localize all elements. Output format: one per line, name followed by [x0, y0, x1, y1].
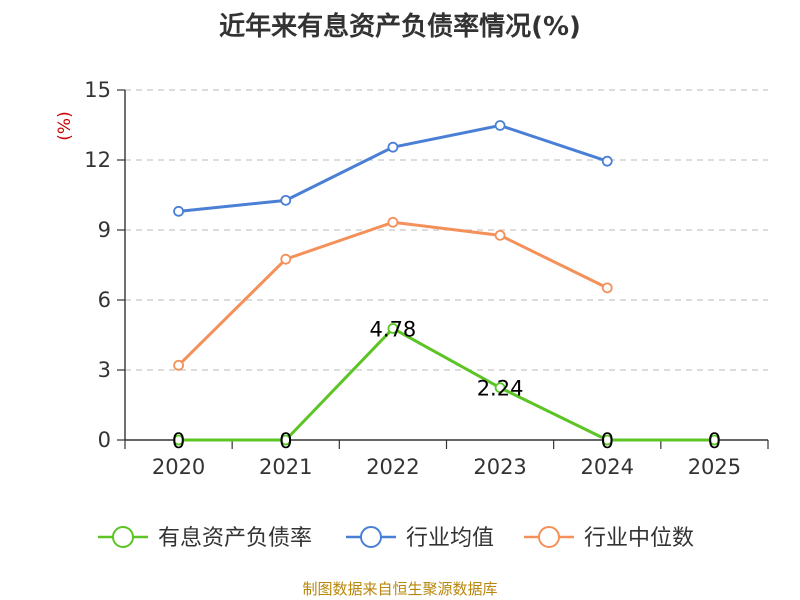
- y-tick-label: 3: [98, 358, 111, 382]
- x-tick-label: 2025: [688, 455, 741, 479]
- data-point: [387, 141, 399, 153]
- y-tick-label: 9: [98, 218, 111, 242]
- series-lines: [173, 120, 720, 446]
- legend-label: 有息资产负债率: [158, 526, 312, 551]
- axes: 0 3 6 9 12 15 (%) 2020 2021 2022 2023 2024 2025: [55, 78, 769, 479]
- legend-marker: [538, 526, 560, 548]
- x-tick-label: 2024: [581, 455, 634, 479]
- data-point: [173, 434, 184, 446]
- x-tick-label: 2022: [366, 455, 419, 479]
- data-point: [601, 434, 613, 446]
- data-point: [601, 282, 613, 294]
- data-point: [494, 229, 506, 241]
- data-point: [387, 216, 399, 228]
- data-point: [494, 382, 506, 394]
- y-tick-label: 15: [84, 78, 111, 102]
- y-tick-label: 12: [84, 148, 111, 172]
- data-label: 0: [601, 429, 614, 453]
- data-label: 4.78: [370, 317, 417, 341]
- legend-label: 行业均值: [406, 526, 494, 551]
- series-line-0: [178, 326, 715, 442]
- data-point: [280, 253, 292, 265]
- data-point: [280, 434, 292, 446]
- source-note: 制图数据来自恒生聚源数据库: [302, 580, 498, 598]
- y-tick-label: 6: [98, 288, 111, 312]
- data-point: [173, 359, 184, 371]
- x-tick-label: 2023: [473, 455, 526, 479]
- data-point: [387, 323, 399, 334]
- data-point: [601, 155, 613, 167]
- data-point: [494, 120, 506, 131]
- data-label: 0: [708, 429, 721, 453]
- legend-marker: [360, 526, 382, 548]
- data-point: [280, 194, 292, 206]
- legend-marker: [112, 526, 134, 548]
- y-axis-unit: (%): [55, 111, 75, 140]
- chart-title: 近年来有息资产负债率情况(%): [219, 12, 581, 42]
- legend: 有息资产负债率 行业均值 行业中位数: [98, 526, 694, 551]
- data-labels: 0 0 4.78 2.24 0 0: [172, 317, 721, 453]
- series-line-2: [177, 220, 608, 367]
- legend-label: 行业中位数: [584, 526, 694, 551]
- x-tick-label: 2020: [152, 455, 205, 479]
- y-tick-label: 0: [98, 428, 111, 452]
- data-point: [173, 205, 184, 217]
- data-label: 2.24: [477, 377, 524, 401]
- x-tick-label: 2021: [259, 455, 312, 479]
- series-line-1: [178, 123, 608, 213]
- data-label: 0: [172, 429, 185, 453]
- data-point: [709, 434, 720, 446]
- data-label: 0: [279, 429, 292, 453]
